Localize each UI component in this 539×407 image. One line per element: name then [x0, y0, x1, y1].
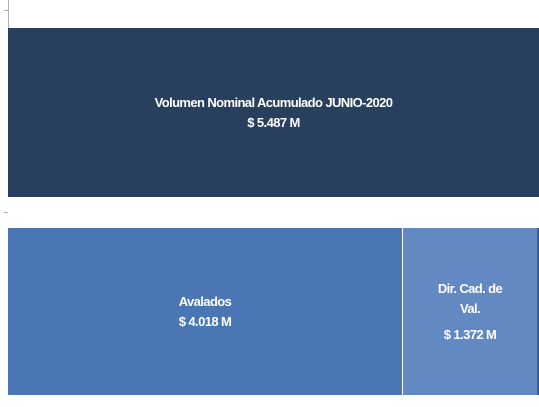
block-label: Dir. Cad. de	[437, 280, 503, 296]
block-value: $ 4.018 M	[178, 313, 232, 329]
block-label: Avalados	[178, 293, 232, 309]
axis-tick	[4, 212, 8, 213]
block-edge	[537, 228, 539, 395]
block-title: Volumen Nominal Acumulado JUNIO-2020	[154, 94, 393, 110]
axis-tick	[4, 10, 8, 11]
block-value: $ 5.487 M	[247, 114, 300, 130]
block-label: Val.	[459, 300, 481, 316]
avalados-block: Avalados $ 4.018 M	[8, 228, 402, 395]
block-value: $ 1.372 M	[443, 326, 497, 342]
dir-cad-block: Dir. Cad. de Val. $ 1.372 M	[403, 228, 537, 395]
total-block: Volumen Nominal Acumulado JUNIO-2020 $ 5…	[8, 28, 539, 197]
